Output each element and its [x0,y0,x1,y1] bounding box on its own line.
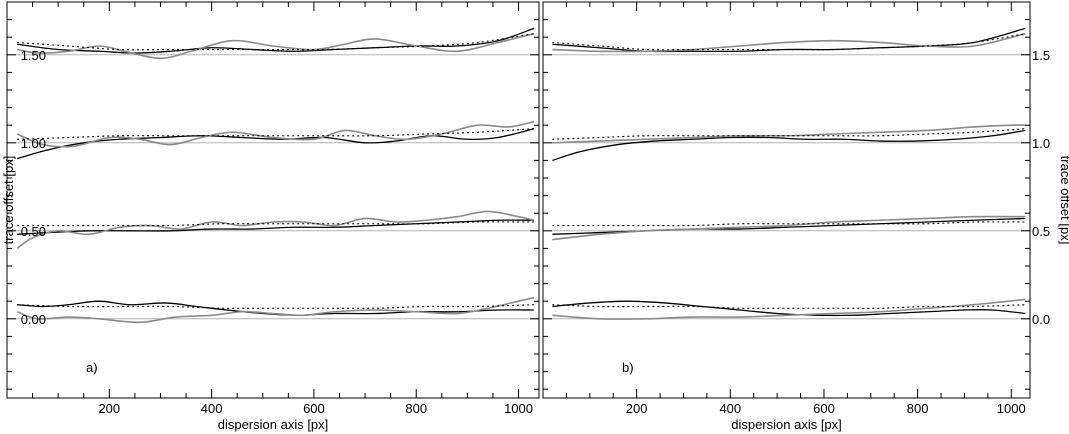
y-tick-label: 0.5 [1032,224,1050,239]
series-line-dotted [17,304,534,309]
x-tick-label: 600 [813,401,835,416]
x-tick-label: 1000 [997,401,1026,416]
series-line-gray [17,32,535,60]
series-line-black [552,27,1026,53]
series-line-dotted [552,128,1026,140]
series-line-dotted [552,33,1026,51]
series-line-black [17,128,535,160]
plot-frame [6,1,540,399]
series-line-gray [552,298,1026,320]
y-tick-label: 1.5 [1032,48,1050,63]
plot-area [16,27,535,324]
plot-frame [542,1,1031,399]
y-tick-label: 1.50 [21,48,46,63]
series-line-dotted [17,221,534,227]
series-line-gray [16,210,535,250]
y-tick-label: 0.0 [1032,312,1050,327]
x-axis-label: dispersion axis [px] [218,417,329,432]
y-axis-label: trace offset [px] [1,156,16,245]
panel-b: 200 400 600 800 1000 0.0 0.5 1.0 1.5 dispersion a… [542,1,1069,432]
series-line-gray [552,32,1026,53]
series-line-gray [552,124,1026,144]
panel-label: b) [622,360,634,375]
x-tick-label: 1000 [504,401,533,416]
series-line-gray [552,215,1026,241]
series-line-dotted [17,33,534,51]
x-tick-label: 200 [98,401,120,416]
panel-a: 200 400 600 800 1000 0.00 0.50 1.00 1.50 dispersi… [1,1,540,432]
x-tick-label: 800 [405,401,427,416]
y-tick-label: 1.00 [21,136,46,151]
x-tick-label: 800 [907,401,929,416]
x-tick-label: 200 [626,401,648,416]
series-line-gray [16,120,535,148]
y-axis-label: trace offset [px] [1058,156,1069,245]
panel-label: a) [86,360,98,375]
series-line-dotted [552,304,1026,309]
series-line-dotted [17,128,534,140]
x-axis-label: dispersion axis [px] [731,417,842,432]
series-line-black [17,27,535,54]
plot-area [552,27,1026,320]
series-line-gray [16,296,535,324]
series-line-black [552,129,1026,162]
y-tick-label: 0.00 [21,312,46,327]
y-tick-label: 0.50 [21,224,46,239]
y-tick-label: 1.0 [1032,136,1050,151]
x-tick-label: 400 [719,401,741,416]
x-tick-label: 400 [201,401,223,416]
series-line-black [17,219,534,235]
x-tick-label: 600 [303,401,325,416]
